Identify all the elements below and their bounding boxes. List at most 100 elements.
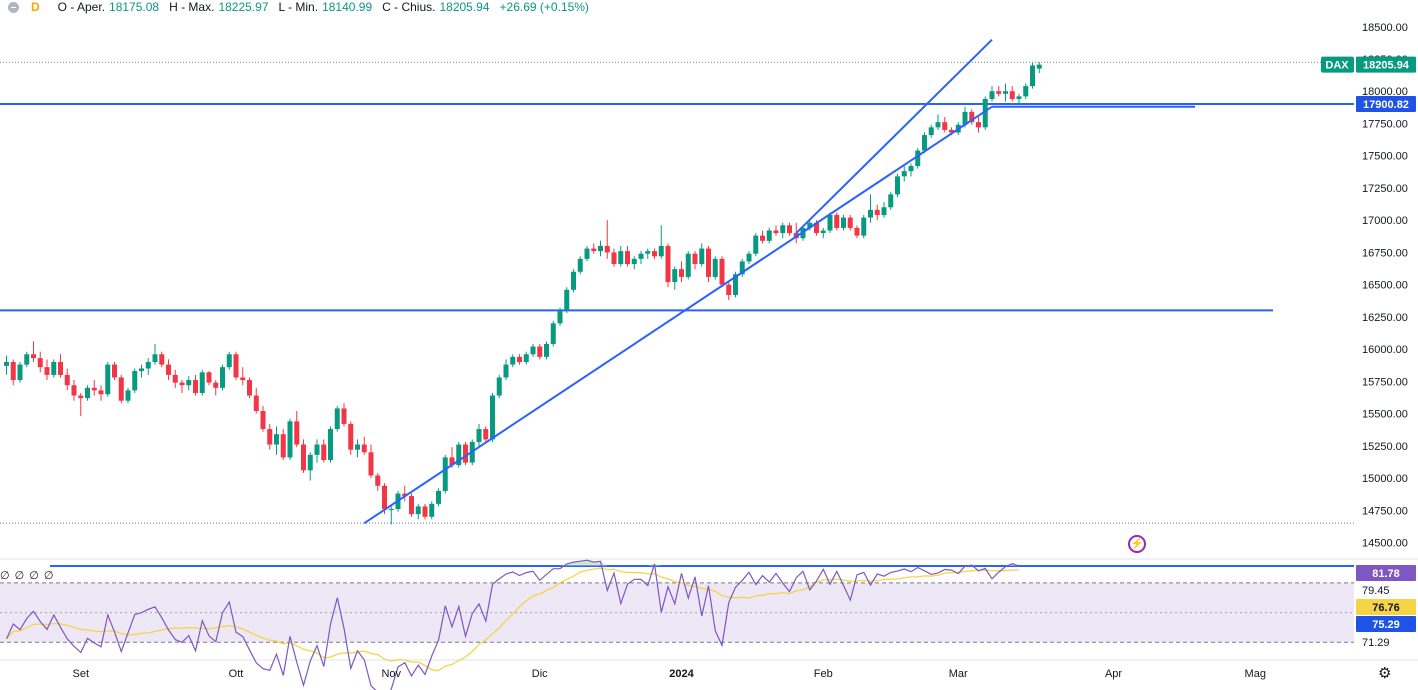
candle-body[interactable] bbox=[631, 258, 637, 265]
candle-body[interactable] bbox=[739, 261, 745, 275]
candle-body[interactable] bbox=[935, 122, 941, 128]
candle-body[interactable] bbox=[64, 374, 70, 386]
candle-body[interactable] bbox=[712, 258, 718, 277]
candle-body[interactable] bbox=[382, 485, 387, 510]
candle-body[interactable] bbox=[159, 354, 165, 365]
candle-body[interactable] bbox=[672, 269, 678, 283]
rsi-line[interactable] bbox=[5, 559, 1020, 690]
candle-body[interactable] bbox=[145, 362, 151, 369]
candle-body[interactable] bbox=[355, 444, 360, 450]
candle-body[interactable] bbox=[226, 354, 232, 368]
candle-body[interactable] bbox=[388, 509, 394, 511]
candle-body[interactable] bbox=[85, 387, 90, 399]
candle-body[interactable] bbox=[753, 235, 759, 254]
gear-icon[interactable]: ⚙ bbox=[1378, 665, 1392, 682]
candle-body[interactable] bbox=[17, 364, 23, 381]
candle-body[interactable] bbox=[118, 377, 124, 401]
candle-body[interactable] bbox=[334, 408, 340, 430]
candle-body[interactable] bbox=[962, 111, 968, 125]
candle-body[interactable] bbox=[820, 230, 826, 234]
candle-body[interactable] bbox=[409, 496, 414, 515]
candle-body[interactable] bbox=[496, 377, 502, 396]
candle-body[interactable] bbox=[4, 362, 9, 366]
candle-body[interactable] bbox=[199, 372, 205, 393]
candle-body[interactable] bbox=[982, 98, 988, 128]
candle-body[interactable] bbox=[854, 227, 860, 236]
candle-body[interactable] bbox=[685, 253, 691, 277]
candle-body[interactable] bbox=[550, 323, 556, 344]
candle-body[interactable] bbox=[247, 380, 252, 396]
candle-body[interactable] bbox=[361, 444, 367, 453]
candle-body[interactable] bbox=[564, 289, 570, 311]
candle-body[interactable] bbox=[375, 475, 381, 486]
candle-body[interactable] bbox=[112, 364, 117, 378]
candle-body[interactable] bbox=[989, 91, 995, 99]
candle-body[interactable] bbox=[193, 380, 198, 393]
candle-body[interactable] bbox=[719, 258, 725, 285]
candle-body[interactable] bbox=[949, 129, 954, 133]
candle-body[interactable] bbox=[463, 444, 468, 463]
candle-body[interactable] bbox=[368, 452, 374, 476]
candle-body[interactable] bbox=[260, 411, 266, 430]
candle-body[interactable] bbox=[557, 310, 563, 324]
candle-body[interactable] bbox=[456, 444, 462, 466]
candle-body[interactable] bbox=[584, 248, 590, 259]
candle-body[interactable] bbox=[773, 230, 779, 234]
candle-body[interactable] bbox=[577, 258, 583, 272]
candle-body[interactable] bbox=[267, 429, 273, 445]
timeframe-label[interactable]: D bbox=[31, 0, 40, 14]
candle-body[interactable] bbox=[895, 176, 900, 195]
candle-body[interactable] bbox=[942, 122, 948, 130]
candle-body[interactable] bbox=[928, 127, 934, 136]
candle-body[interactable] bbox=[922, 135, 927, 151]
candle-body[interactable] bbox=[537, 346, 543, 357]
candle-body[interactable] bbox=[874, 209, 880, 216]
candle-body[interactable] bbox=[544, 343, 549, 357]
candle-body[interactable] bbox=[571, 271, 576, 290]
candle-body[interactable] bbox=[213, 382, 219, 388]
candle-body[interactable] bbox=[172, 374, 178, 383]
candle-body[interactable] bbox=[1030, 65, 1035, 87]
candle-body[interactable] bbox=[490, 395, 495, 440]
candle-body[interactable] bbox=[652, 251, 657, 257]
candle-body[interactable] bbox=[807, 222, 813, 228]
lightning-icon[interactable]: ⚡ bbox=[1128, 535, 1146, 553]
candle-body[interactable] bbox=[10, 362, 16, 381]
candle-body[interactable] bbox=[71, 385, 77, 396]
candle-body[interactable] bbox=[139, 368, 144, 372]
candle-body[interactable] bbox=[37, 358, 43, 368]
candle-body[interactable] bbox=[665, 245, 671, 283]
candle-body[interactable] bbox=[692, 253, 698, 265]
candle-body[interactable] bbox=[98, 390, 104, 395]
trendline[interactable] bbox=[795, 38, 993, 234]
candle-body[interactable] bbox=[294, 421, 300, 445]
candle-body[interactable] bbox=[166, 364, 171, 375]
candle-body[interactable] bbox=[510, 356, 516, 365]
candle-body[interactable] bbox=[449, 457, 455, 466]
candle-body[interactable] bbox=[625, 251, 630, 265]
candle-body[interactable] bbox=[307, 454, 313, 471]
candle-body[interactable] bbox=[638, 253, 644, 259]
candle-body[interactable] bbox=[287, 421, 293, 458]
candle-body[interactable] bbox=[996, 91, 1002, 94]
candle-body[interactable] bbox=[415, 506, 421, 515]
candle-body[interactable] bbox=[58, 362, 63, 375]
candle-body[interactable] bbox=[901, 171, 907, 177]
candle-body[interactable] bbox=[186, 380, 192, 386]
candle-body[interactable] bbox=[274, 434, 279, 445]
candle-body[interactable] bbox=[91, 387, 97, 391]
candle-body[interactable] bbox=[1036, 64, 1042, 69]
candle-body[interactable] bbox=[733, 274, 738, 295]
candle-body[interactable] bbox=[132, 371, 138, 391]
candle-body[interactable] bbox=[726, 284, 732, 295]
candle-body[interactable] bbox=[706, 248, 711, 277]
candle-body[interactable] bbox=[888, 194, 894, 208]
candle-body[interactable] bbox=[341, 408, 347, 424]
candle-body[interactable] bbox=[1009, 91, 1015, 99]
candle-body[interactable] bbox=[402, 493, 408, 497]
candle-body[interactable] bbox=[760, 235, 765, 241]
candle-body[interactable] bbox=[321, 444, 327, 461]
candle-body[interactable] bbox=[436, 490, 441, 504]
candle-body[interactable] bbox=[881, 207, 887, 216]
collapse-icon[interactable] bbox=[8, 1, 19, 13]
